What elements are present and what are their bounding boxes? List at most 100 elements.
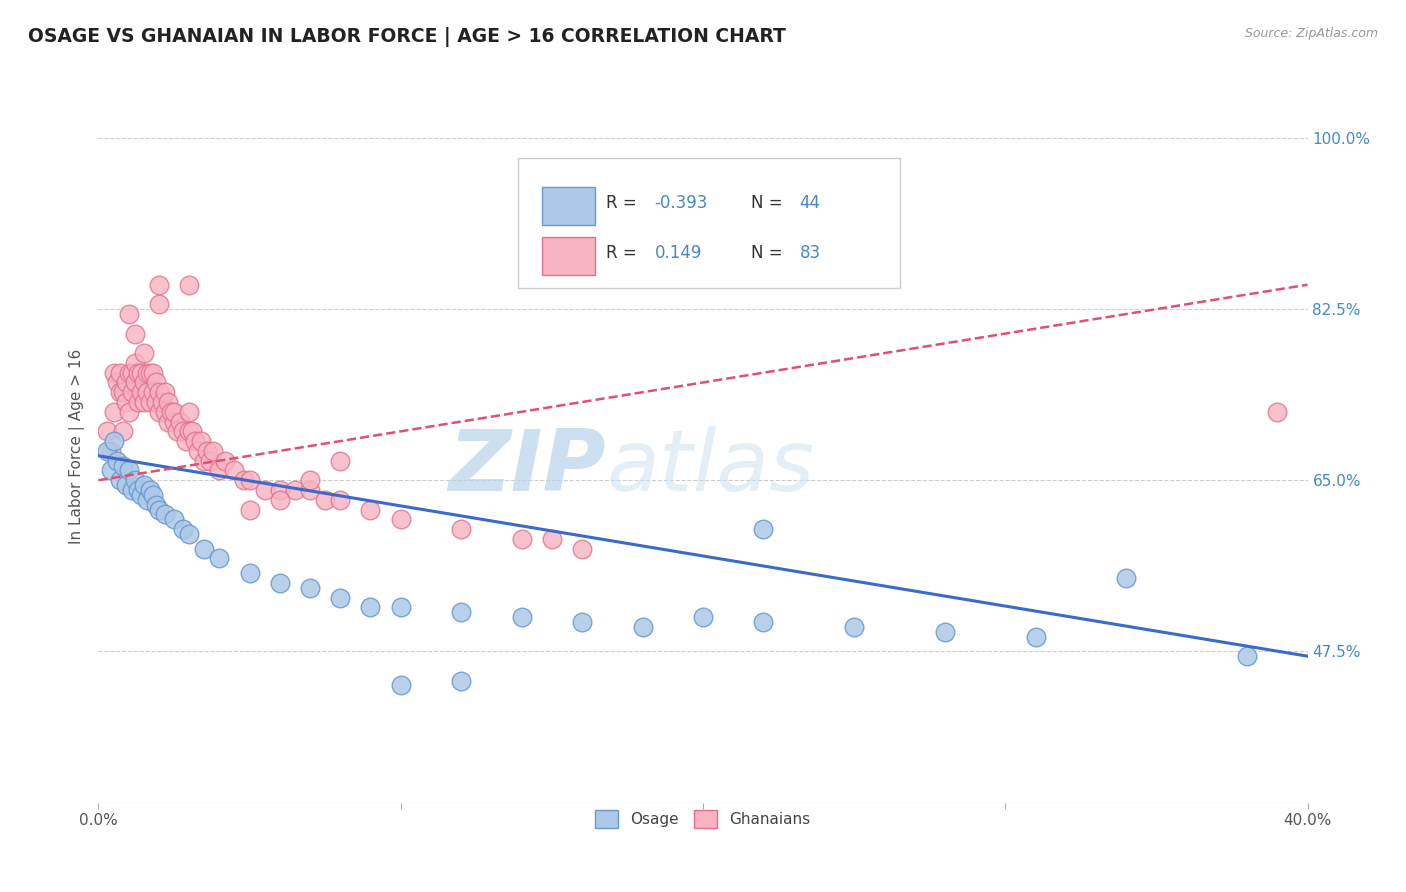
Point [232,473,254,487]
Point [510,610,533,624]
Point [631,620,654,634]
Point [190,434,212,449]
Point [111,385,134,400]
Point [163,512,186,526]
Point [253,483,276,497]
Y-axis label: In Labor Force | Age > 16: In Labor Force | Age > 16 [69,349,84,543]
Point [118,405,141,419]
Point [329,591,352,605]
Text: N =: N = [751,194,789,212]
Point [184,434,207,449]
Point [1024,630,1046,644]
Point [202,443,225,458]
Point [239,473,262,487]
Point [127,483,149,497]
Point [163,405,186,419]
Point [450,673,472,688]
Point [187,443,209,458]
Point [145,395,167,409]
Point [124,376,146,390]
Point [179,277,201,292]
Text: OSAGE VS GHANAIAN IN LABOR FORCE | AGE > 16 CORRELATION CHART: OSAGE VS GHANAIAN IN LABOR FORCE | AGE >… [28,27,786,46]
Point [389,600,412,615]
Point [174,434,197,449]
Point [108,385,131,400]
Point [124,326,146,341]
FancyBboxPatch shape [543,187,595,226]
Point [129,366,152,380]
Point [148,405,170,419]
Point [179,425,201,439]
Point [329,492,352,507]
Point [132,478,155,492]
FancyBboxPatch shape [517,159,900,287]
Point [239,502,262,516]
Point [103,366,125,380]
Point [1115,571,1137,585]
Point [139,483,162,497]
Point [148,502,170,516]
Point [450,522,472,536]
Point [269,483,291,497]
Point [329,453,352,467]
Point [1236,649,1258,664]
Point [181,425,204,439]
Point [160,405,183,419]
Point [166,425,188,439]
Point [389,512,412,526]
Text: 83: 83 [800,244,821,262]
Text: R =: R = [606,194,643,212]
Point [108,366,131,380]
Point [269,492,291,507]
Point [139,395,162,409]
Point [148,277,170,292]
Point [540,532,562,546]
Point [129,488,152,502]
Text: ZIP: ZIP [449,425,606,509]
Point [299,483,322,497]
Point [314,492,336,507]
Point [100,443,122,458]
Point [118,307,141,321]
Point [163,415,186,429]
Point [752,615,775,629]
Point [179,527,201,541]
Point [114,395,136,409]
FancyBboxPatch shape [543,237,595,276]
Point [193,541,215,556]
Point [127,366,149,380]
Point [269,575,291,590]
Point [132,376,155,390]
Point [132,346,155,360]
Text: 0.149: 0.149 [655,244,702,262]
Point [108,473,131,487]
Point [153,508,176,522]
Point [389,678,412,692]
Point [129,385,152,400]
Point [135,385,157,400]
Point [752,522,775,536]
Text: 44: 44 [800,194,821,212]
Text: atlas: atlas [606,425,814,509]
Point [132,395,155,409]
Point [135,366,157,380]
Point [169,415,191,429]
Point [114,478,136,492]
Text: Source: ZipAtlas.com: Source: ZipAtlas.com [1244,27,1378,40]
Point [145,498,167,512]
Point [692,610,714,624]
Point [934,624,956,639]
Point [135,492,157,507]
Point [142,385,165,400]
Point [195,443,218,458]
Point [142,488,165,502]
Point [299,473,322,487]
Point [124,356,146,370]
Text: -0.393: -0.393 [655,194,709,212]
Point [208,551,231,566]
Point [105,376,128,390]
Text: N =: N = [751,244,789,262]
Point [118,366,141,380]
Point [121,483,143,497]
Point [153,405,176,419]
